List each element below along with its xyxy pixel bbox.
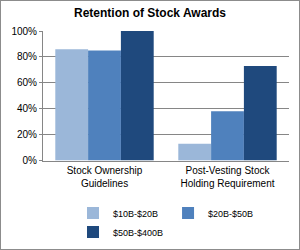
svg-text:$20B-$50B: $20B-$50B xyxy=(208,209,253,219)
svg-text:$50B-$400B: $50B-$400B xyxy=(113,228,163,238)
svg-text:100%: 100% xyxy=(11,26,37,37)
svg-text:60%: 60% xyxy=(17,77,37,88)
svg-text:Post-Vesting StockHolding Requ: Post-Vesting StockHolding Requirement xyxy=(181,165,275,189)
svg-text:Retention of Stock Awards: Retention of Stock Awards xyxy=(74,6,226,20)
svg-text:20%: 20% xyxy=(17,129,37,140)
svg-text:Stock OwnershipGuidelines: Stock OwnershipGuidelines xyxy=(67,165,143,189)
svg-text:80%: 80% xyxy=(17,51,37,62)
svg-text:0%: 0% xyxy=(23,155,38,166)
svg-text:40%: 40% xyxy=(17,103,37,114)
svg-text:$10B-$20B: $10B-$20B xyxy=(113,209,158,219)
